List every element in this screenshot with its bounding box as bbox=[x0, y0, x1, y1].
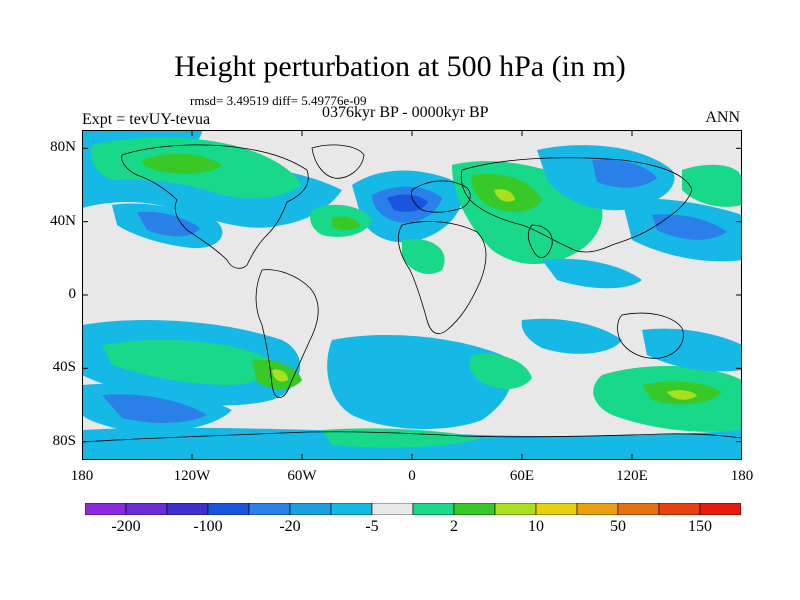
contour-fills bbox=[82, 130, 742, 460]
coastline-africa bbox=[397, 221, 487, 334]
lon-tick-label: 60W bbox=[287, 468, 317, 484]
contour-region bbox=[332, 216, 360, 231]
contour-region bbox=[542, 258, 642, 289]
stats-text: rmsd= 3.49519 diff= 5.49776e-09 bbox=[190, 93, 367, 108]
lat-tick-label: 80N bbox=[50, 139, 76, 156]
colorbar-swatch bbox=[535, 503, 578, 515]
colorbar-label: 50 bbox=[610, 518, 626, 535]
colorbar-label: 150 bbox=[688, 518, 712, 535]
contour-region bbox=[682, 164, 742, 207]
height-perturbation-map bbox=[82, 130, 742, 460]
colorbar-swatch bbox=[412, 503, 455, 515]
contour-region bbox=[642, 328, 742, 372]
coastline-asia bbox=[460, 157, 693, 253]
contour-region bbox=[469, 353, 532, 390]
lon-tick-label: 120W bbox=[173, 468, 211, 484]
contour-region bbox=[102, 394, 207, 423]
colorbar-swatch bbox=[494, 503, 537, 515]
coastline-antarctica bbox=[82, 431, 742, 443]
coastline-north-america bbox=[121, 144, 309, 269]
contour-region bbox=[137, 211, 200, 237]
contour-region bbox=[322, 428, 482, 448]
coastline-greenland bbox=[311, 144, 365, 179]
contour-region bbox=[387, 194, 428, 212]
colorbar bbox=[85, 503, 741, 515]
contour-region bbox=[494, 189, 515, 202]
colorbar-label: 2 bbox=[450, 518, 458, 535]
colorbar-swatch bbox=[248, 503, 291, 515]
lon-tick-label: 180 bbox=[730, 468, 754, 484]
coastline-india bbox=[528, 224, 553, 259]
colorbar-swatch bbox=[453, 503, 496, 515]
lat-tick-label: 40S bbox=[52, 359, 76, 376]
plot-title: Height perturbation at 500 hPa (in m) bbox=[174, 50, 626, 83]
lat-tick-label: 40N bbox=[50, 212, 76, 229]
contour-region bbox=[272, 369, 288, 382]
map-ticks bbox=[82, 130, 742, 460]
colorbar-label: -5 bbox=[365, 518, 379, 535]
colorbar-label: -200 bbox=[111, 518, 141, 535]
colorbar-label: 10 bbox=[528, 518, 544, 535]
colorbar-swatch bbox=[371, 503, 414, 515]
colorbar-swatch bbox=[85, 503, 127, 515]
colorbar-swatch bbox=[658, 503, 701, 515]
coastline-europe bbox=[411, 180, 471, 213]
colorbar-label: -20 bbox=[279, 518, 301, 535]
contour-region bbox=[521, 318, 622, 354]
colorbar-swatch bbox=[166, 503, 209, 515]
contour-region bbox=[667, 390, 697, 400]
lon-tick-label: 60E bbox=[509, 468, 535, 484]
colorbar-swatch bbox=[207, 503, 250, 515]
lon-tick-label: 0 bbox=[408, 468, 416, 484]
period-label: 0376kyr BP - 0000kyr BP bbox=[322, 104, 489, 121]
colorbar-swatch bbox=[576, 503, 619, 515]
experiment-label: Expt = tevUY-tevua bbox=[82, 111, 211, 128]
colorbar-swatch bbox=[289, 503, 332, 515]
contour-region bbox=[327, 335, 513, 430]
contour-region bbox=[102, 340, 273, 385]
colorbar-swatch bbox=[125, 503, 168, 515]
colorbar-swatch bbox=[699, 503, 741, 515]
coastlines bbox=[82, 144, 742, 443]
coastline-south-america bbox=[255, 269, 319, 398]
lon-tick-label: 180 bbox=[70, 468, 94, 484]
lat-tick-label: 0 bbox=[68, 286, 77, 302]
map-panel bbox=[82, 130, 742, 460]
contour-region bbox=[652, 214, 727, 240]
contour-region bbox=[402, 239, 445, 275]
colorbar-swatch bbox=[330, 503, 373, 515]
colorbar-label: -100 bbox=[193, 518, 223, 535]
contour-region bbox=[142, 153, 222, 174]
colorbar-swatch bbox=[617, 503, 660, 515]
season-label: ANN bbox=[705, 109, 740, 126]
lon-tick-label: 120E bbox=[616, 468, 648, 484]
lat-tick-label: 80S bbox=[52, 432, 76, 449]
contour-region bbox=[592, 159, 657, 188]
coastline-australia bbox=[617, 312, 684, 359]
